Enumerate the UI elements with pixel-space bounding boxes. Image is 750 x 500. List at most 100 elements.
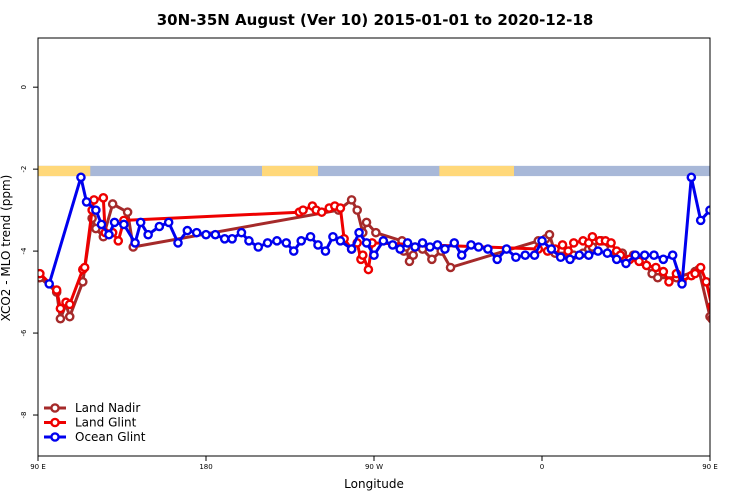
data-point-land-nadir [544,229,555,240]
data-point-ocean-glint [630,250,641,260]
x-tick-label: 90 W [365,463,383,471]
data-point-land-glint [357,250,368,260]
data-point-land-glint [651,262,661,273]
data-point-ocean-glint [296,236,307,246]
data-point-ocean-glint [281,238,292,248]
data-point-ocean-glint [529,250,540,260]
data-point-ocean-glint [236,227,247,238]
data-point-land-glint [298,205,308,215]
data-point-ocean-glint [96,219,107,230]
data-point-ocean-glint [354,227,364,238]
data-point-ocean-glint [473,242,484,252]
data-point-ocean-glint [201,229,211,240]
data-point-ocean-glint [219,234,230,244]
data-point-land-glint [89,195,99,205]
data-point-land-nadir [427,254,437,265]
legend-item-ocean-glint: Ocean Glint [44,430,146,444]
legend-label: Land Nadir [75,401,140,415]
data-point-ocean-glint [328,231,338,242]
data-point-land-nadir [371,227,381,238]
x-axis-label: Longitude [344,477,404,491]
land-band-1 [262,165,318,177]
data-point-land-glint [568,238,579,248]
data-point-land-glint [690,268,700,279]
data-point-land-nadir [122,207,133,217]
data-point-ocean-glint [621,258,631,269]
data-point-ocean-glint [81,197,92,207]
series-ocean-glint [44,172,732,289]
data-point-ocean-glint [466,240,476,250]
data-point-ocean-glint [667,250,678,260]
data-point-ocean-glint [565,254,575,265]
data-point-ocean-glint [119,219,129,230]
data-point-ocean-glint [583,250,594,260]
data-point-ocean-glint [432,240,443,250]
data-point-ocean-glint [602,248,613,258]
data-point-land-glint [38,268,45,279]
data-point-ocean-glint [288,246,299,256]
legend-item-land-glint: Land Glint [44,416,137,430]
data-point-land-glint [606,238,616,248]
data-point-ocean-glint [109,217,120,228]
data-point-ocean-glint [395,244,405,254]
data-point-land-glint [658,266,669,277]
data-point-land-nadir [64,311,75,322]
data-point-ocean-glint [44,279,55,289]
data-point-ocean-glint [425,242,435,252]
land-band-3 [710,166,750,176]
data-point-ocean-glint [272,236,282,246]
data-point-ocean-glint [313,240,323,250]
data-point-land-glint [664,277,674,287]
data-point-ocean-glint [417,238,428,248]
data-point-ocean-glint [154,221,165,232]
data-point-land-glint [64,299,75,310]
data-point-land-glint [335,203,346,213]
data-point-land-glint [701,277,710,287]
y-axis-label: XCO2 - MLO trend (ppm) [0,175,13,322]
data-point-land-glint [563,246,573,256]
y-tick-label: -6 [20,329,28,337]
data-point-ocean-glint [695,215,706,226]
data-point-land-nadir [408,250,419,260]
data-point-ocean-glint [244,236,254,246]
data-point-land-glint [587,231,598,242]
data-point-land-nadir [55,313,66,324]
data-point-land-nadir [361,217,372,228]
ocean-band [38,165,710,177]
data-point-ocean-glint [378,236,389,246]
land-band-2 [439,165,514,177]
data-point-ocean-glint [658,254,669,265]
data-point-land-glint [695,262,706,273]
data-point-ocean-glint [305,231,316,242]
data-point-ocean-glint [163,217,174,228]
data-point-land-glint [79,262,90,273]
data-point-ocean-glint [76,172,86,183]
data-point-ocean-glint [546,244,557,254]
data-point-ocean-glint [725,227,732,234]
data-point-land-glint [113,236,124,246]
data-point-ocean-glint [520,250,531,260]
data-point-ocean-glint [705,205,710,215]
land-band-0 [38,165,91,177]
y-tick-label: -2 [20,166,28,173]
data-point-ocean-glint [677,279,687,289]
legend-marker [50,417,60,428]
data-point-ocean-glint [716,221,723,228]
data-point-ocean-glint [143,229,153,240]
data-point-ocean-glint [369,250,379,260]
data-point-land-nadir [352,205,363,215]
y-tick-label: -8 [20,412,28,419]
data-point-land-nadir [652,272,663,283]
data-point-ocean-glint [130,238,140,248]
data-point-ocean-glint [611,254,622,265]
legend-marker [50,403,60,413]
data-point-ocean-glint [456,250,467,260]
data-point-ocean-glint [191,227,202,238]
data-point-land-nadir [445,262,456,273]
data-point-land-glint [707,302,710,311]
data-point-land-glint [363,264,374,275]
data-point-ocean-glint [574,250,585,260]
data-point-ocean-glint [555,252,566,263]
data-point-ocean-glint [649,250,659,260]
